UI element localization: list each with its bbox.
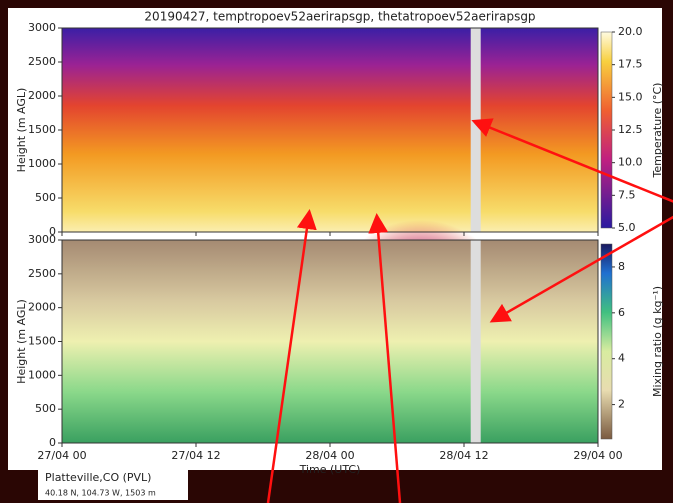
y-tick-label: 500 bbox=[35, 191, 56, 204]
colorbar-tick-label: 10.0 bbox=[618, 156, 643, 169]
field bbox=[62, 28, 598, 232]
missing-data bbox=[470, 28, 481, 232]
colorbar-tick-label: 15.0 bbox=[618, 90, 643, 103]
y-tick-label: 1000 bbox=[28, 157, 56, 170]
colorbar bbox=[600, 243, 613, 440]
y-tick-label: 2000 bbox=[28, 89, 56, 102]
site: Platteville,CO (PVL) bbox=[45, 471, 151, 484]
x-tick-label: 28/04 12 bbox=[439, 449, 488, 462]
y-tick-label: 3000 bbox=[28, 233, 56, 246]
x-tick-label: 28/04 00 bbox=[305, 449, 354, 462]
colorbar bbox=[600, 31, 613, 229]
y-tick-label: 1500 bbox=[28, 335, 56, 348]
y-tick-label: 0 bbox=[49, 436, 56, 449]
field bbox=[62, 240, 598, 443]
chart-title: 20190427, temptropoev52aerirapsgp, theta… bbox=[144, 10, 535, 24]
y-tick-label: 2500 bbox=[28, 267, 56, 280]
x-tick-label: 29/04 00 bbox=[573, 449, 622, 462]
colorbar-tick-label: 12.5 bbox=[618, 123, 643, 136]
x-tick-label: 27/04 12 bbox=[171, 449, 220, 462]
y-tick-label: 2000 bbox=[28, 301, 56, 314]
colorbar-tick-label: 17.5 bbox=[618, 58, 643, 71]
missing-data bbox=[470, 240, 481, 443]
annotation-arrows bbox=[266, 118, 673, 503]
y-tick-label: 0 bbox=[49, 225, 56, 238]
y-tick-label: 500 bbox=[35, 402, 56, 415]
y-axis-label: Height (m AGL) bbox=[15, 299, 28, 384]
colorbar-tick-label: 5.0 bbox=[618, 221, 636, 234]
x-axis-label: Time (UTC) bbox=[299, 463, 361, 476]
colorbar-tick-label: 7.5 bbox=[618, 188, 636, 201]
coords: 40.18 N, 104.73 W, 1503 m bbox=[45, 489, 156, 498]
colorbar-tick-label: 8 bbox=[618, 260, 625, 273]
y-tick-label: 3000 bbox=[28, 21, 56, 34]
x-tick-label: 27/04 00 bbox=[37, 449, 86, 462]
y-tick-label: 2500 bbox=[28, 55, 56, 68]
colorbar-tick-label: 6 bbox=[618, 306, 625, 319]
colorbar-label: Temperature (°C) bbox=[651, 83, 664, 179]
colorbar-tick-label: 2 bbox=[618, 398, 625, 411]
colorbar-tick-label: 20.0 bbox=[618, 25, 643, 38]
colorbar-tick-label: 4 bbox=[618, 352, 625, 365]
footer-background bbox=[38, 470, 188, 500]
colorbar-label: Mixing ratio (g kg⁻¹) bbox=[651, 286, 664, 397]
y-axis-label: Height (m AGL) bbox=[15, 88, 28, 173]
y-tick-label: 1500 bbox=[28, 123, 56, 136]
y-tick-label: 1000 bbox=[28, 368, 56, 381]
